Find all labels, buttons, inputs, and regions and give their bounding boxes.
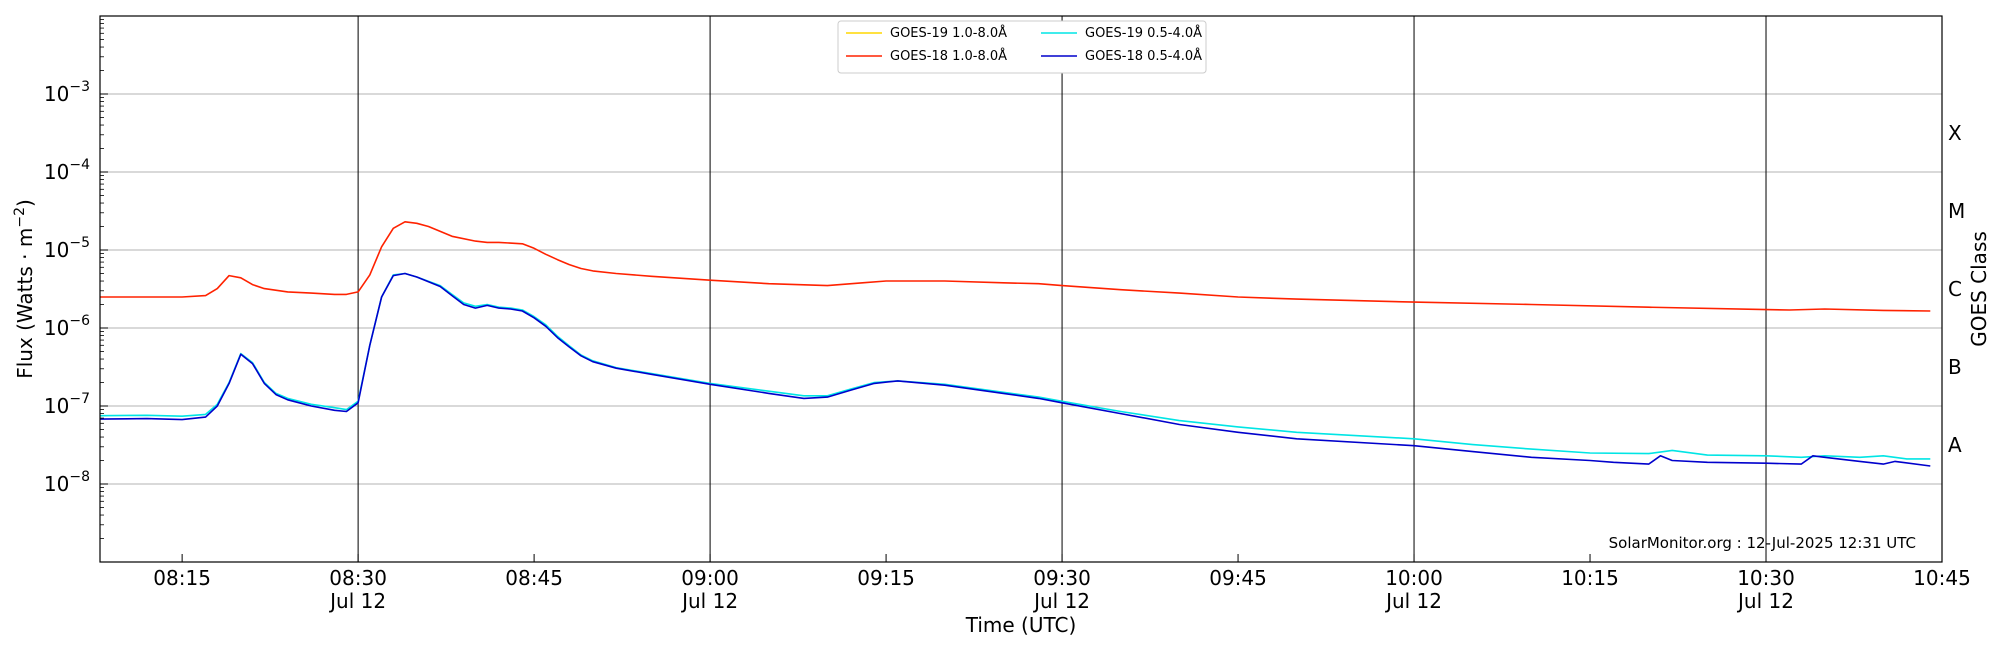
x-tick-date-label: Jul 12 — [680, 589, 738, 613]
goes-class-label: X — [1948, 121, 1962, 145]
x-tick-label: 09:45 — [1209, 566, 1267, 590]
x-tick-label: 09:00 — [681, 566, 739, 590]
vertical-line-layer — [357, 16, 1767, 562]
y-axis-ticks: 10−3 10−4 10−5 10−6 10−7 10−8 — [44, 19, 108, 539]
goes-class-label: M — [1948, 199, 1965, 223]
legend-box — [837, 20, 1207, 74]
series-line — [99, 272, 1931, 467]
y-tick-label: 10−5 — [44, 235, 90, 262]
series-layer — [99, 221, 1931, 467]
x-tick-label: 09:15 — [857, 566, 915, 590]
plot-frame — [99, 15, 1943, 563]
legend-label: GOES-19 1.0-8.0Å — [890, 25, 1007, 41]
x-tick-label: 10:00 — [1385, 566, 1443, 590]
x-tick-label: 08:15 — [153, 566, 211, 590]
y-tick-label: 10−6 — [44, 313, 90, 340]
goes-class-label: C — [1948, 277, 1962, 301]
x-tick-date-label: Jul 12 — [1032, 589, 1090, 613]
goes-class-axis-title: GOES Class — [1967, 231, 1991, 347]
x-tick-date-label: Jul 12 — [328, 589, 386, 613]
y-tick-label: 10−7 — [44, 391, 90, 418]
goes-class-label: B — [1948, 355, 1962, 379]
y-tick-label: 10−3 — [44, 79, 90, 106]
x-tick-label: 10:30 — [1737, 566, 1795, 590]
y-axis-title: Flux (Watts · m−2) — [12, 199, 37, 379]
grid-layer — [100, 93, 1942, 485]
x-tick-date-label: Jul 12 — [1384, 589, 1442, 613]
x-tick-label: 09:30 — [1033, 566, 1091, 590]
credit-text: SolarMonitor.org : 12-Jul-2025 12:31 UTC — [1609, 534, 1916, 552]
x-tick-label: 10:15 — [1561, 566, 1619, 590]
goes-class-label: A — [1948, 433, 1962, 457]
legend-label: GOES-18 0.5-4.0Å — [1085, 48, 1202, 64]
plot-background — [100, 16, 1942, 562]
x-tick-label: 10:45 — [1913, 566, 1971, 590]
y-tick-label: 10−4 — [44, 157, 90, 184]
x-tick-label: 08:45 — [505, 566, 563, 590]
goes-class-labels: X M C B A — [1948, 121, 1965, 457]
y-tick-label: 10−8 — [44, 469, 90, 496]
series-line — [100, 221, 1931, 312]
legend: GOES-19 1.0-8.0Å GOES-18 1.0-8.0Å GOES-19 … — [837, 20, 1207, 74]
x-tick-label: 08:30 — [329, 566, 387, 590]
legend-label: GOES-19 0.5-4.0Å — [1085, 25, 1202, 41]
legend-label: GOES-18 1.0-8.0Å — [890, 48, 1007, 64]
x-axis-title: Time (UTC) — [965, 613, 1077, 637]
legend-entries: GOES-19 1.0-8.0Å GOES-18 1.0-8.0Å GOES-19 … — [846, 25, 1202, 64]
x-tick-date-label: Jul 12 — [1736, 589, 1794, 613]
